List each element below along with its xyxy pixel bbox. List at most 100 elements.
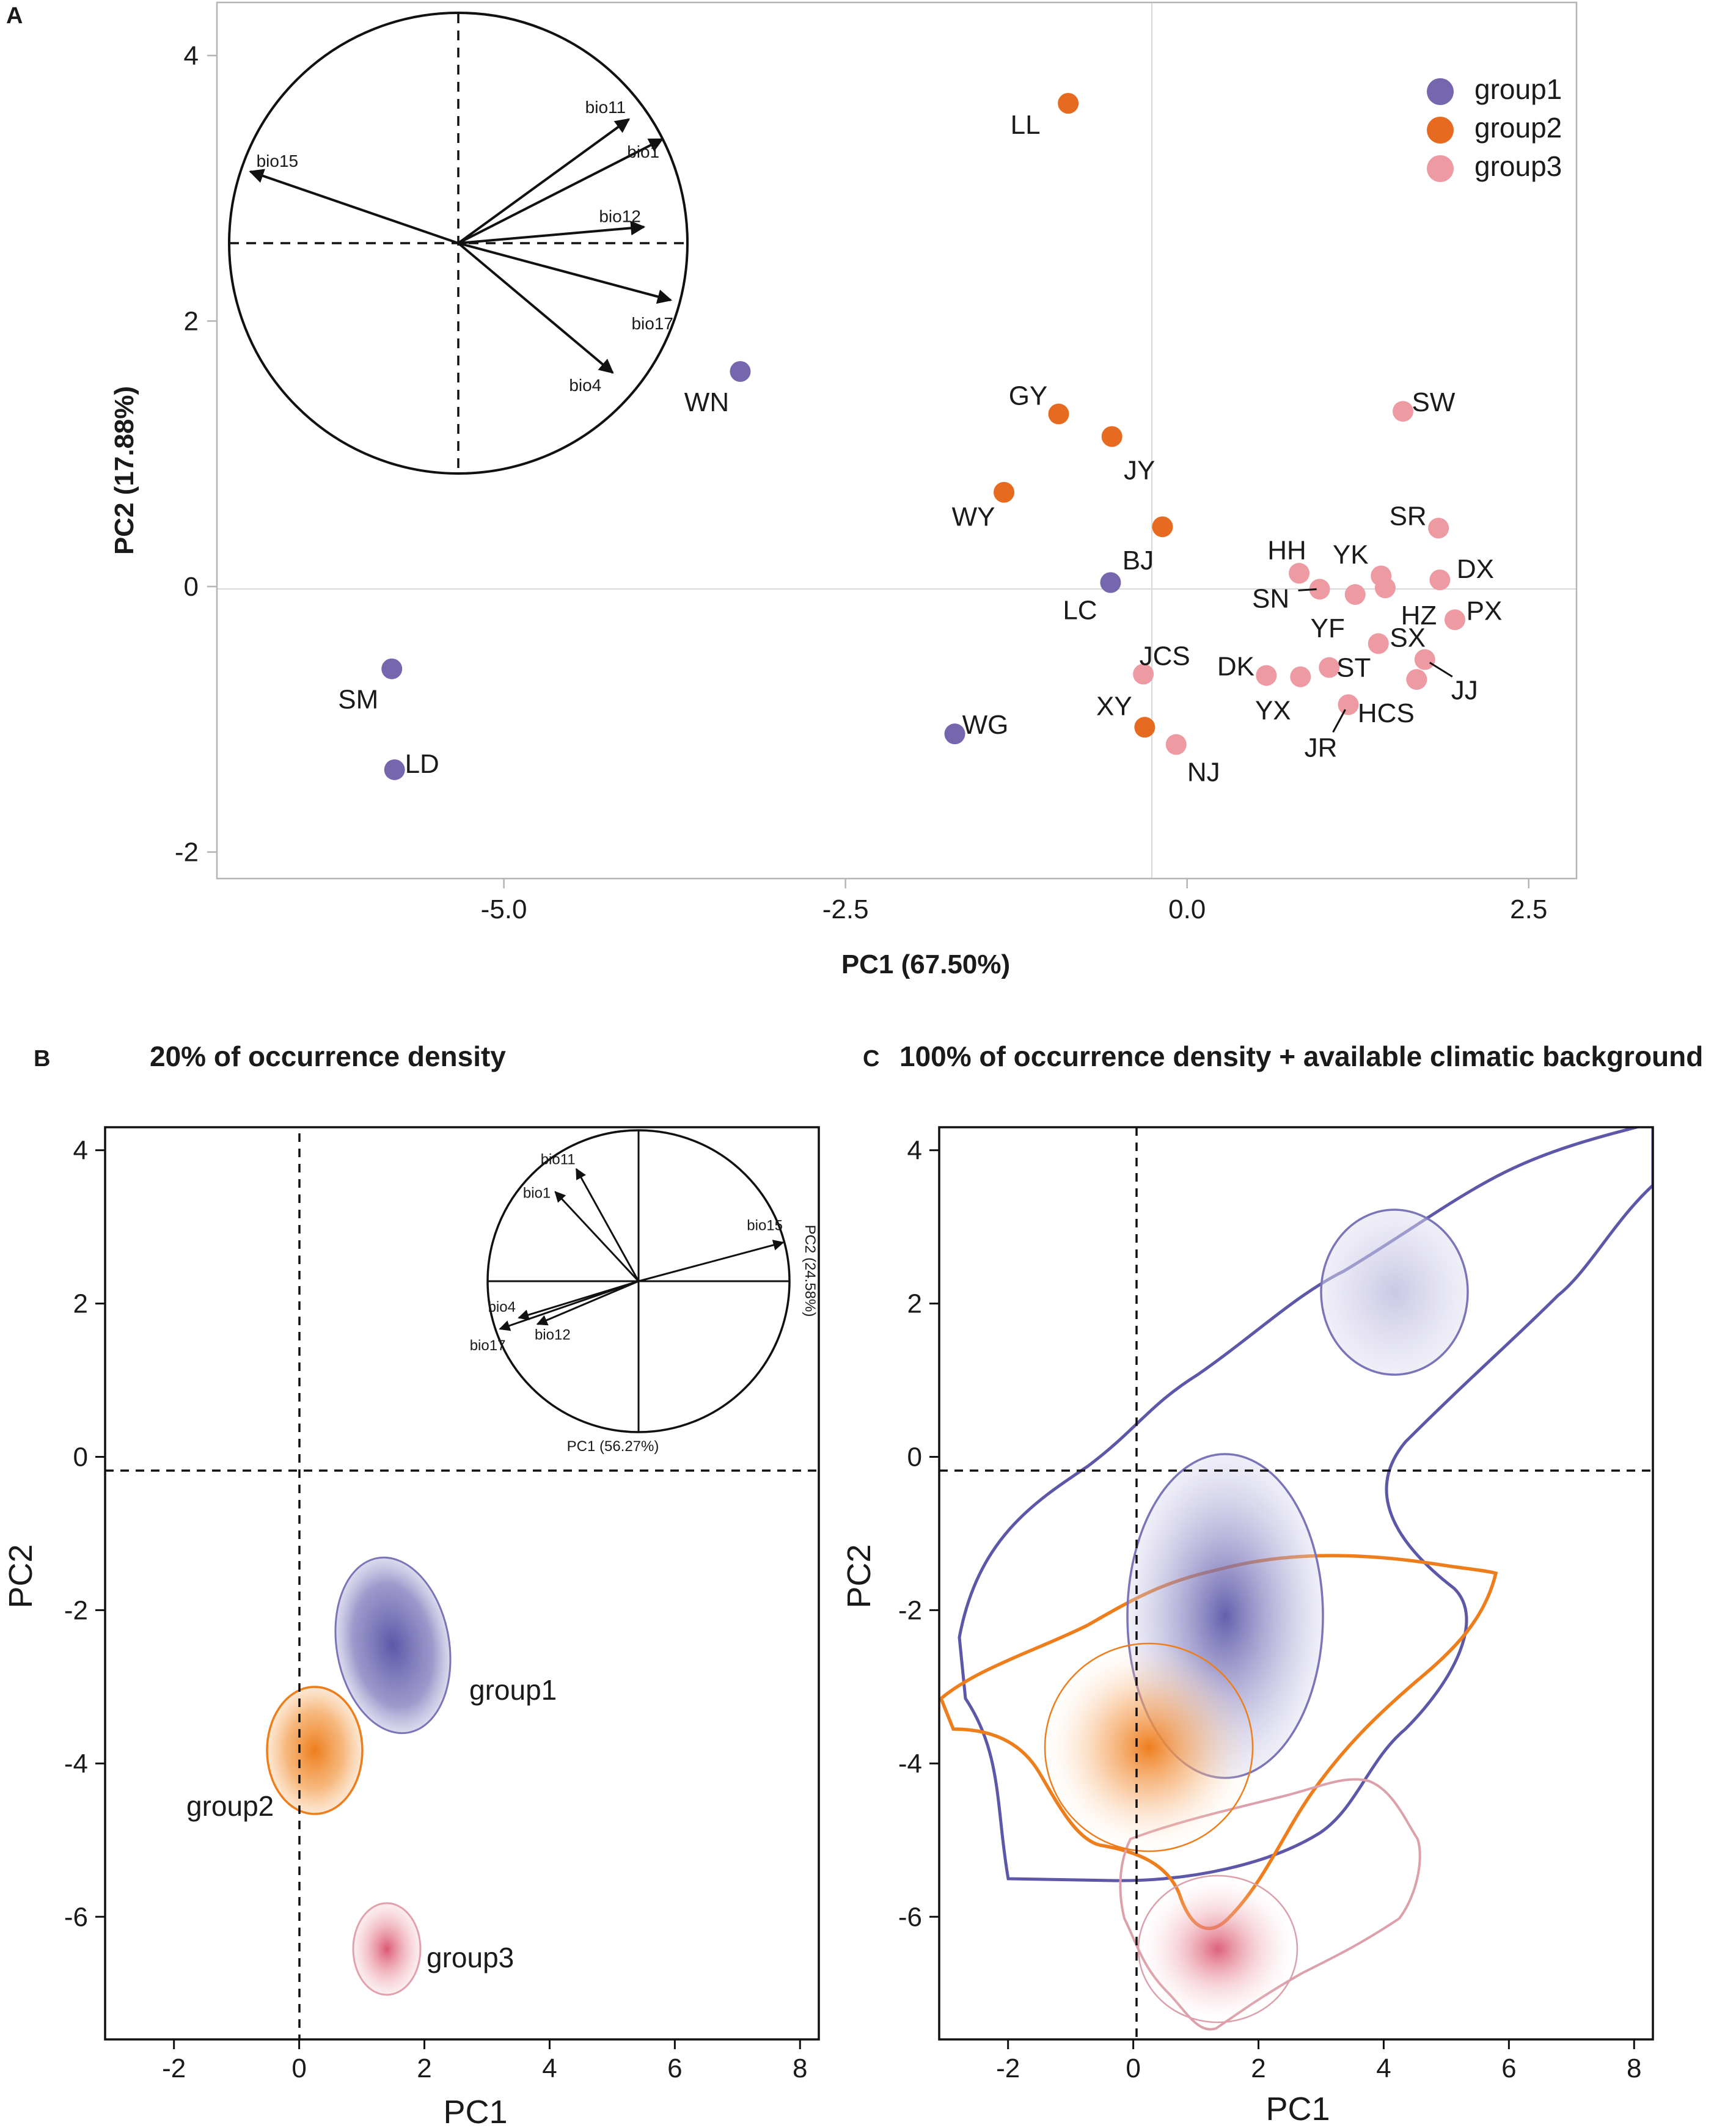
legend-group3-marker xyxy=(1427,155,1454,182)
panel-b-ylabel: PC2 xyxy=(2,1544,39,1608)
panel-c-ytick-label: -4 xyxy=(898,1749,922,1779)
panel-a-loading-arrow-bio12 xyxy=(458,221,646,244)
panel-b-xtick-label: 0 xyxy=(291,2053,306,2083)
legend-group3-label: group3 xyxy=(1474,150,1562,182)
panel-a-label-SR: SR xyxy=(1390,501,1427,531)
panel-a-label-DK: DK xyxy=(1217,652,1254,682)
panel-b-ytick-label: 4 xyxy=(73,1136,88,1166)
panel-a-loading-label-bio11: bio11 xyxy=(585,98,626,117)
panel-a-label-YX: YX xyxy=(1255,696,1291,726)
panel-a-label-LC: LC xyxy=(1063,595,1097,625)
panel-c-plot-area xyxy=(939,1127,1653,2039)
panel-c-ytick-label: 4 xyxy=(907,1136,922,1166)
panel-a-label-JJ: JJ xyxy=(1451,676,1478,706)
panel-b-xtick-label: -2 xyxy=(162,2053,186,2083)
panel-b-loading-label-bio4: bio4 xyxy=(488,1299,516,1315)
panel-a-point-WY xyxy=(994,481,1015,503)
panel-b-loading-arrow-bio17 xyxy=(499,1280,639,1331)
panel-b-ytick-label: -2 xyxy=(64,1595,88,1625)
panel-a-label-LD: LD xyxy=(405,749,439,779)
panel-a-ytick-label: -2 xyxy=(175,838,199,868)
panel-c-ytick-label: -2 xyxy=(898,1595,922,1625)
panel-c-title: 100% of occurrence density + available c… xyxy=(899,1040,1703,1072)
panel-a-loading-label-bio15: bio15 xyxy=(257,152,299,170)
panel-b-letter: B xyxy=(34,1046,50,1072)
panel-a-loading-label-bio4: bio4 xyxy=(569,376,601,395)
panel-a-point-DX xyxy=(1429,569,1451,591)
panel-b-group2-label: group2 xyxy=(186,1790,274,1822)
panel-a-point-labels: LL WN GY JY WY BJ LC SM LD WG XY NJ JCS SW SR HH SN YK YF H… xyxy=(338,110,1502,787)
panel-b-ytick-label: 2 xyxy=(73,1289,88,1319)
panel-c-group1-background-contour xyxy=(958,1127,1653,1882)
panel-b-title: 20% of occurrence density xyxy=(150,1040,506,1072)
panel-a-label-LL: LL xyxy=(1011,110,1041,140)
panel-b-xtick-label: 2 xyxy=(417,2053,431,2083)
panel-a-point-GY xyxy=(1048,403,1069,425)
panel-c-ytick-label: 0 xyxy=(907,1442,922,1472)
panel-a-leader-JJ xyxy=(1429,662,1453,678)
panel-b-densities xyxy=(266,1556,452,1996)
panel-a-label-JY: JY xyxy=(1124,455,1155,485)
panel-a-xtick-label: -5.0 xyxy=(481,894,527,924)
legend-group1-marker xyxy=(1427,78,1454,105)
panel-a-label-NJ: NJ xyxy=(1187,758,1220,788)
panel-a-point-HCS xyxy=(1406,669,1427,690)
panel-b-loading-label-bio1: bio1 xyxy=(523,1185,551,1202)
panel-a-point-ST xyxy=(1319,657,1340,678)
panel-a-point-LC xyxy=(1100,572,1121,593)
panel-c-group3-density xyxy=(1137,1874,1298,2024)
panel-a-point-SW xyxy=(1393,401,1414,422)
panel-a-loading-arrow-bio4 xyxy=(457,242,614,374)
panel-a-loadings-inset: bio11 bio1 bio15 bio12 bio17 bio4 xyxy=(228,12,689,475)
panel-a-point-LD xyxy=(384,759,405,780)
panel-a-point-DK xyxy=(1256,665,1277,686)
panel-c-ytick-label: -6 xyxy=(898,1902,922,1932)
panel-a-point-JJ xyxy=(1414,649,1435,670)
panel-a-label-JCS: JCS xyxy=(1140,641,1190,671)
panel-b-group1-density xyxy=(334,1556,452,1735)
panel-c-ytick-label: 2 xyxy=(907,1289,922,1319)
panel-a-ticks xyxy=(207,54,1529,888)
panel-a-label-ST: ST xyxy=(1336,653,1371,683)
panel-a-label-SW: SW xyxy=(1412,387,1456,417)
panel-b-ticks xyxy=(95,1149,801,2049)
panel-b-loadings-inset: bio11 bio1 bio15 bio4 bio12 bio17 PC1 (56.27%… xyxy=(470,1129,818,1455)
legend-group2-label: group2 xyxy=(1474,112,1562,144)
panel-a-label-HZ: HZ xyxy=(1401,601,1437,631)
panel-a-point-WG xyxy=(944,723,965,745)
panel-a-loading-label-bio12: bio12 xyxy=(599,207,641,225)
panel-a-loading-arrow-bio17 xyxy=(458,242,673,304)
panel-a-point-JCS xyxy=(1133,664,1154,685)
panel-a-label-WY: WY xyxy=(952,502,995,532)
panel-a-xtick-label: 2.5 xyxy=(1510,894,1547,924)
panel-c-ticks xyxy=(929,1149,1635,2049)
panel-b-loading-label-bio17: bio17 xyxy=(470,1337,506,1354)
panel-a-point-SM xyxy=(381,658,403,679)
panel-a-xtick-label: 0.0 xyxy=(1168,894,1206,924)
panel-a-letter: A xyxy=(6,3,23,29)
panel-a-label-BJ: BJ xyxy=(1123,546,1154,576)
panel-b-xlabel: PC1 xyxy=(443,2094,507,2128)
legend-group2-marker xyxy=(1427,117,1454,144)
panel-b-loadings-yaxis: PC2 (24.58%) xyxy=(802,1225,818,1317)
panel-a-point-SX xyxy=(1368,633,1389,654)
panel-a-point-NJ xyxy=(1165,734,1187,755)
panel-a-points xyxy=(381,93,1465,780)
panel-b-group1-label: group1 xyxy=(469,1674,557,1706)
panel-b-group3-label: group3 xyxy=(427,1942,514,1973)
panel-a-point-JR xyxy=(1338,694,1359,715)
panel-a-loading-label-bio1: bio1 xyxy=(627,142,659,161)
panel-c-group2-density xyxy=(1044,1642,1254,1852)
panel-a-leader-SN xyxy=(1298,588,1317,591)
panel-a-point-HZ xyxy=(1374,577,1396,599)
panel-c-xtick-label: 4 xyxy=(1376,2053,1391,2083)
panel-a-label-DX: DX xyxy=(1457,554,1494,584)
panel-b-ytick-label: 0 xyxy=(73,1442,88,1472)
panel-c-group1-upper-density xyxy=(1320,1208,1469,1376)
panel-b-tick-labels: -2 0 2 4 6 8 4 2 0 -2 -4 -6 xyxy=(64,1136,808,2083)
panel-a-xtick-label: -2.5 xyxy=(822,894,869,924)
panel-b-xtick-label: 8 xyxy=(793,2053,807,2083)
panel-a-point-HH xyxy=(1289,563,1310,584)
panel-a-ytick-label: 4 xyxy=(184,41,199,71)
panel-c-xtick-label: 8 xyxy=(1627,2053,1641,2083)
